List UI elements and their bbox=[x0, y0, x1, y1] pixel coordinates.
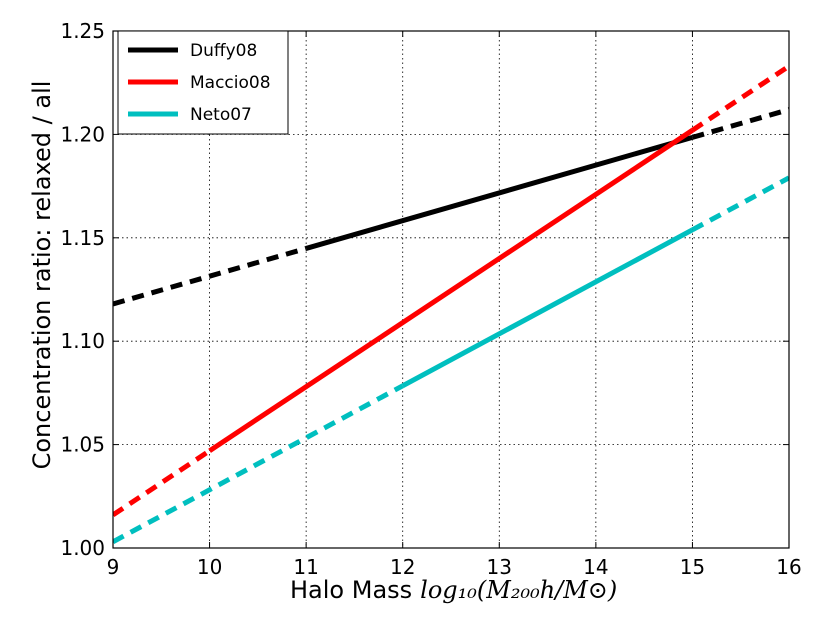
x-tick-label: 14 bbox=[583, 555, 608, 579]
y-tick-label: 1.20 bbox=[60, 122, 105, 146]
neto07-line-dashed-low bbox=[113, 383, 404, 544]
x-axis-label: Halo Mass log₁₀(M₂₀₀h/M⊙) bbox=[290, 576, 617, 604]
legend-label-neto07: Neto07 bbox=[190, 105, 252, 125]
duffy08-line-dashed-low bbox=[113, 246, 307, 307]
legend: Duffy08 Maccio08 Neto07 bbox=[117, 30, 289, 135]
maccio08-line-solid bbox=[208, 128, 694, 453]
duffy08-line-solid bbox=[305, 134, 694, 251]
x-tick-label: 12 bbox=[390, 555, 415, 579]
x-tick-label: 11 bbox=[293, 555, 318, 579]
x-tick-label: 10 bbox=[197, 555, 222, 579]
y-tick-label: 1.15 bbox=[60, 226, 105, 250]
y-tick-label: 1.25 bbox=[60, 19, 105, 43]
legend-label-duffy08: Duffy08 bbox=[190, 41, 257, 61]
y-axis-label: Concentration ratio: relaxed / all bbox=[28, 81, 56, 470]
y-tick-label: 1.05 bbox=[60, 433, 105, 457]
neto07-line-solid bbox=[401, 227, 694, 389]
y-tick-label: 1.10 bbox=[60, 329, 105, 353]
axis-ticks: 9 10 11 12 13 14 15 16 1.00 1.05 1.10 1.15 1.20 1.25 bbox=[60, 19, 801, 579]
y-tick-label: 1.00 bbox=[60, 536, 105, 560]
maccio08-line-dashed-high bbox=[691, 64, 789, 133]
plot-frame bbox=[112, 30, 790, 549]
neto07-line-dashed-high bbox=[691, 175, 789, 233]
legend-label-maccio08: Maccio08 bbox=[190, 73, 271, 93]
x-tick-label: 15 bbox=[680, 555, 705, 579]
x-tick-label: 13 bbox=[487, 555, 512, 579]
x-tick-label: 9 bbox=[107, 555, 120, 579]
series-lines bbox=[113, 64, 789, 544]
duffy08-line-dashed-high bbox=[691, 107, 789, 140]
maccio08-line-dashed-low bbox=[113, 448, 211, 517]
x-tick-label: 16 bbox=[776, 555, 801, 579]
